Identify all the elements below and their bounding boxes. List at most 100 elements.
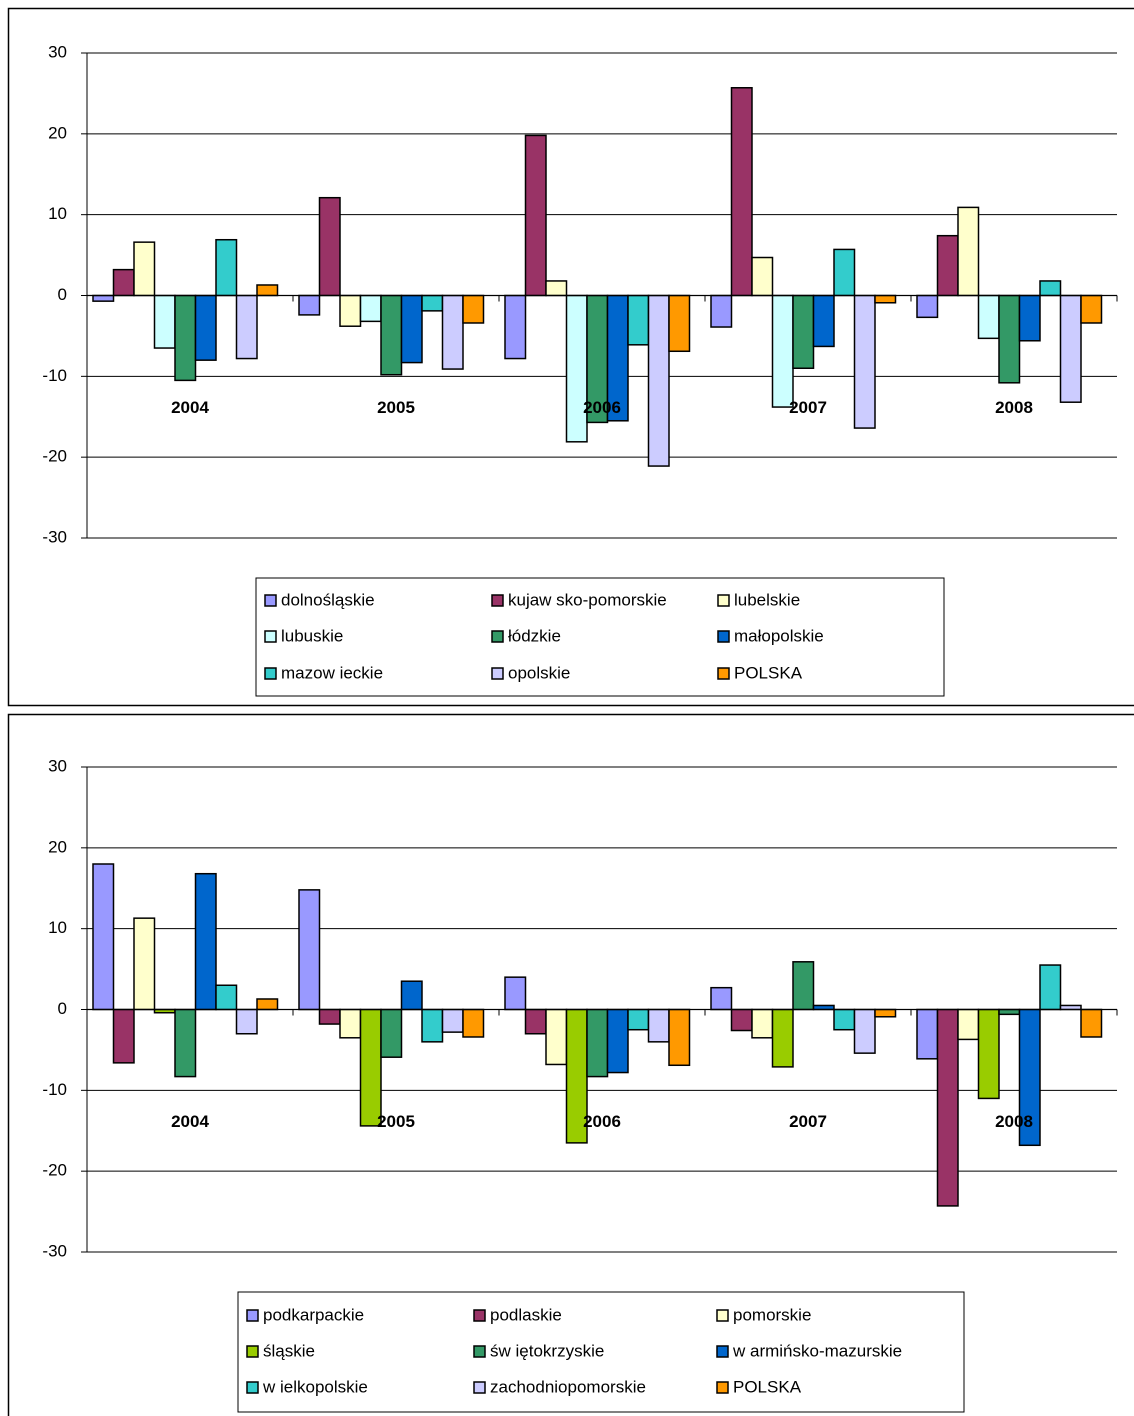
bar: [812, 294, 835, 348]
bar: [256, 998, 279, 1011]
bar: [1039, 280, 1062, 297]
legend-label: POLSKA: [733, 1377, 802, 1396]
bar: [153, 294, 176, 349]
y-tick-label: 0: [58, 999, 67, 1018]
legend-label: zachodniopomorskie: [490, 1377, 646, 1396]
y-tick-label: 30: [48, 756, 67, 775]
bar: [359, 1008, 382, 1127]
legend-swatch: [264, 630, 277, 643]
y-tick-label: 10: [48, 918, 67, 937]
bar: [92, 294, 115, 302]
bar: [751, 256, 774, 297]
bar: [977, 294, 1000, 340]
bar: [812, 1004, 835, 1011]
bar: [647, 294, 670, 467]
x-category-label: 2004: [171, 1112, 209, 1131]
bar: [853, 1008, 876, 1054]
bar: [194, 872, 217, 1011]
y-tick-label: -20: [42, 1161, 67, 1180]
bar: [133, 917, 156, 1011]
x-category-label: 2006: [583, 1112, 621, 1131]
bar: [1018, 294, 1041, 342]
y-tick-label: 30: [48, 42, 67, 61]
legend-swatch: [491, 594, 504, 607]
legend-label: śląskie: [263, 1341, 315, 1360]
bar: [1059, 294, 1082, 403]
bar: [771, 294, 794, 408]
legend-swatch: [717, 594, 730, 607]
legend-swatch: [473, 1381, 486, 1394]
bar: [92, 863, 115, 1011]
bar: [112, 1008, 135, 1064]
bar: [730, 1008, 753, 1032]
bar: [957, 206, 980, 297]
x-category-label: 2007: [789, 398, 827, 417]
legend-label: POLSKA: [734, 663, 803, 682]
legend-label: podlaskie: [490, 1305, 562, 1324]
x-category-label: 2005: [377, 398, 415, 417]
legend-label: lubuskie: [281, 626, 343, 645]
legend-label: w armińsko-mazurskie: [732, 1341, 902, 1360]
legend-swatch: [491, 667, 504, 680]
legend-swatch: [491, 630, 504, 643]
legend-label: w ielkopolskie: [262, 1377, 368, 1396]
bar: [235, 1008, 258, 1035]
bar: [174, 294, 197, 382]
legend-label: podkarpackie: [263, 1305, 364, 1324]
bar: [833, 248, 856, 297]
legend-swatch: [716, 1309, 729, 1322]
bar: [874, 1008, 897, 1018]
legend-label: lubelskie: [734, 590, 800, 609]
bar: [1080, 1008, 1103, 1038]
bar: [441, 294, 464, 370]
bar: [215, 984, 238, 1011]
legend-swatch: [264, 594, 277, 607]
bar: [359, 294, 382, 323]
legend-swatch: [716, 1381, 729, 1394]
legend-label: małopolskie: [734, 626, 824, 645]
y-tick-label: -20: [42, 447, 67, 466]
bar: [957, 1008, 980, 1041]
legend: [255, 577, 945, 697]
legend-label: mazow ieckie: [281, 663, 383, 682]
bar: [916, 294, 939, 319]
bar: [977, 1008, 1000, 1100]
y-tick-label: 0: [58, 285, 67, 304]
bar: [380, 1008, 403, 1058]
bar: [771, 1008, 794, 1068]
bar: [421, 294, 444, 312]
bar: [1080, 294, 1103, 324]
bar: [545, 280, 568, 297]
bar: [524, 134, 547, 297]
bar: [1039, 964, 1062, 1011]
bar: [998, 1008, 1021, 1016]
bar: [194, 294, 217, 361]
y-tick-label: -30: [42, 1241, 67, 1260]
bar: [668, 1008, 691, 1067]
bar: [524, 1008, 547, 1035]
bar: [215, 238, 238, 297]
y-tick-label: -10: [42, 1080, 67, 1099]
bar: [462, 294, 485, 324]
legend-label: św iętokrzyskie: [490, 1341, 604, 1360]
bar: [112, 268, 135, 297]
legend-label: kujaw sko-pomorskie: [508, 590, 667, 609]
x-category-label: 2007: [789, 1112, 827, 1131]
bar: [853, 294, 876, 429]
legend-swatch: [246, 1309, 259, 1322]
bar: [792, 294, 815, 369]
y-tick-label: 20: [48, 837, 67, 856]
bar: [586, 1008, 609, 1078]
y-tick-label: 10: [48, 204, 67, 223]
bar: [916, 1008, 939, 1060]
bar: [998, 294, 1021, 384]
bar: [545, 1008, 568, 1066]
bar: [1059, 1004, 1082, 1011]
x-category-label: 2006: [583, 398, 621, 417]
bar: [668, 294, 691, 353]
bar: [647, 1008, 670, 1043]
bar: [400, 294, 423, 364]
legend-swatch: [717, 667, 730, 680]
